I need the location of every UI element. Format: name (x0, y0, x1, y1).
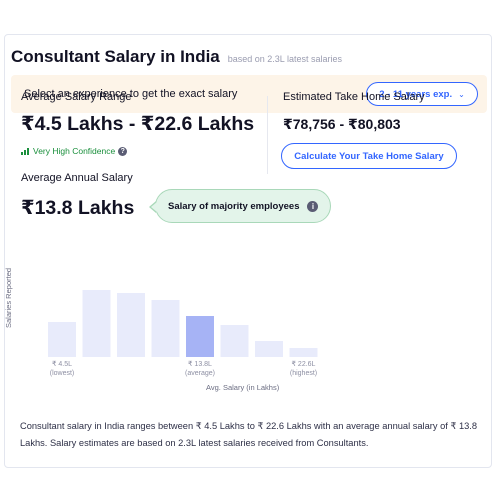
confidence-text: Very High Confidence (33, 146, 116, 156)
tick-value: ₹ 13.8L (188, 361, 212, 368)
annual-salary-label: Average Annual Salary (21, 172, 133, 184)
experience-banner: Select an experience to get the exact sa… (11, 75, 487, 113)
chevron-down-icon: ⌄ (458, 89, 465, 99)
experience-selected: 2 - 11 years exp. (379, 88, 453, 100)
avg-range-value: ₹4.5 Lakhs - ₹22.6 Lakhs (21, 113, 255, 135)
card-header: Consultant Salary in India based on 2.3L… (11, 47, 342, 67)
majority-tooltip: Salary of majority employees i (149, 189, 331, 223)
info-icon[interactable]: i (307, 200, 319, 212)
tick-sub: (average) (185, 370, 215, 377)
chart-xlabel: Avg. Salary (in Lakhs) (206, 383, 280, 392)
page-title: Consultant Salary in India (11, 47, 220, 66)
signal-bars-icon (21, 147, 29, 155)
take-home-label: Estimated Take Home Salary (283, 91, 425, 103)
tick-value: ₹ 22.6L (291, 361, 316, 368)
column-divider (267, 96, 268, 174)
tick-sub: (highest) (289, 370, 318, 377)
salary-card: Consultant Salary in India based on 2.3L… (4, 34, 492, 468)
chart-tick-label: ₹ 4.5L (lowest) (37, 360, 87, 378)
tooltip-text: Salary of majority employees (168, 200, 300, 212)
experience-prompt: Select an experience to get the exact sa… (24, 88, 238, 100)
take-home-value: ₹78,756 - ₹80,803 (283, 116, 401, 132)
confidence-badge: Very High Confidence ? (21, 146, 128, 156)
chart-tick-label: ₹ 13.8L (average) (175, 360, 225, 378)
experience-dropdown[interactable]: 2 - 11 years exp. ⌄ (366, 82, 478, 106)
tick-sub: (lowest) (49, 370, 75, 377)
annual-salary-value: ₹13.8 Lakhs (21, 197, 135, 219)
salary-summary: Consultant salary in India ranges betwee… (20, 421, 478, 448)
chart-tick-label: ₹ 22.6L (highest) (279, 360, 329, 378)
tick-value: ₹ 4.5L (51, 361, 73, 368)
avg-range-label: Average Salary Range (21, 91, 132, 103)
calculate-take-home-button[interactable]: Calculate Your Take Home Salary (281, 143, 457, 169)
info-icon[interactable]: ? (118, 146, 128, 156)
chart-ylabel: Salaries Reported (4, 267, 13, 328)
page-subtitle: based on 2.3L latest salaries (227, 54, 343, 64)
